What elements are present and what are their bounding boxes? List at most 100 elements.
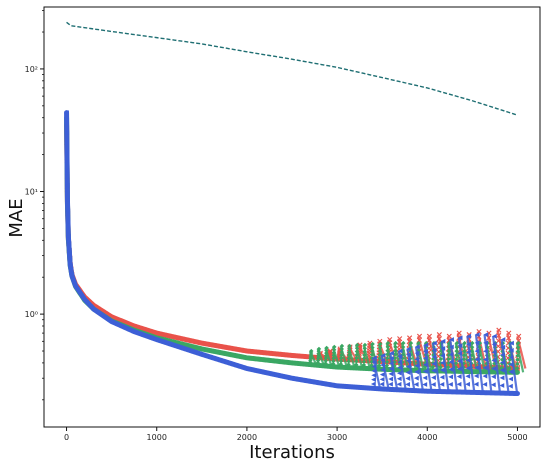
data-point [353, 365, 359, 371]
data-point [430, 364, 436, 370]
data-point [66, 247, 72, 253]
data-point [456, 366, 462, 372]
data-point [514, 370, 520, 375]
data-point [379, 376, 385, 382]
data-point [323, 358, 328, 364]
data-point [361, 362, 367, 368]
data-point [508, 376, 514, 382]
data-point [438, 364, 443, 370]
data-point [515, 357, 520, 363]
data-point [491, 374, 496, 380]
data-point [491, 369, 497, 375]
data-point [338, 361, 344, 367]
series-group [63, 21, 527, 397]
spike-decay [400, 342, 410, 371]
data-point [465, 381, 470, 387]
data-point [430, 382, 436, 387]
data-point [392, 359, 397, 365]
spike-decay [466, 336, 476, 393]
data-point [330, 364, 336, 369]
data-point [507, 365, 512, 371]
data-point [491, 333, 497, 339]
data-point [354, 359, 359, 364]
data-point [65, 208, 71, 214]
data-point [69, 273, 75, 279]
data-point [396, 387, 402, 393]
data-point [465, 373, 471, 379]
data-point [371, 377, 376, 383]
spike-decay [423, 344, 433, 392]
spike-decay [449, 339, 459, 392]
data-point [422, 375, 428, 381]
data-point [64, 150, 70, 156]
x-tick-label: 5000 [507, 433, 527, 442]
data-point [473, 390, 479, 395]
data-point [388, 376, 394, 382]
data-point [514, 365, 520, 371]
data-point [413, 388, 419, 394]
data-point [466, 333, 472, 339]
data-point [65, 197, 70, 203]
data-point [422, 388, 427, 394]
data-point [377, 359, 382, 365]
data-point [439, 382, 445, 387]
data-point [396, 376, 402, 382]
spike-decay [440, 341, 450, 392]
y-tick-label: 10² [25, 65, 38, 74]
data-point [448, 367, 454, 372]
series-line [64, 122, 520, 372]
data-point [508, 383, 513, 389]
data-point [388, 371, 394, 377]
spike-decay [347, 345, 356, 368]
data-point [413, 375, 419, 381]
data-point [453, 361, 459, 366]
x-tick-label: 4000 [417, 433, 437, 442]
data-point [440, 338, 446, 344]
data-point [448, 381, 453, 387]
data-point [439, 374, 445, 380]
data-point [446, 356, 451, 362]
data-point [414, 369, 419, 375]
data-point [449, 337, 454, 342]
data-point [507, 390, 513, 396]
data-point [338, 365, 343, 370]
spike-decay [339, 345, 348, 368]
data-point [354, 362, 359, 367]
data-point [385, 355, 390, 361]
data-point [377, 356, 382, 361]
data-point [387, 386, 393, 392]
x-tick-label: 0 [64, 433, 69, 442]
data-point [413, 382, 419, 387]
spike-decay [457, 337, 467, 393]
spike-decay [477, 342, 486, 372]
data-point [384, 363, 390, 368]
data-point [473, 373, 479, 379]
data-point [66, 241, 72, 246]
x-axis: 0 1000 2000 3000 4000 5000 [64, 427, 528, 442]
spike-decay [370, 343, 379, 369]
data-point [439, 367, 445, 373]
data-point [379, 381, 385, 387]
data-point [346, 365, 351, 370]
data-point [377, 363, 382, 368]
data-point [392, 356, 398, 361]
x-tick-label: 3000 [327, 433, 347, 442]
data-point [431, 368, 437, 374]
data-point [439, 389, 445, 394]
data-point [380, 353, 386, 358]
data-point [338, 358, 344, 364]
data-point [323, 356, 329, 361]
spike-decay [362, 344, 371, 369]
y-axis: 10⁰ 10¹ 10² [25, 10, 44, 401]
x-tick-label: 1000 [147, 433, 167, 442]
data-point [405, 387, 410, 393]
data-point [346, 362, 351, 367]
data-point [499, 375, 505, 381]
data-point [379, 386, 385, 392]
spike-decay [316, 348, 325, 366]
x-axis-title: Iterations [249, 442, 335, 463]
data-point [491, 366, 497, 372]
data-point [361, 359, 367, 364]
data-point [457, 335, 463, 341]
data-point [397, 370, 402, 376]
